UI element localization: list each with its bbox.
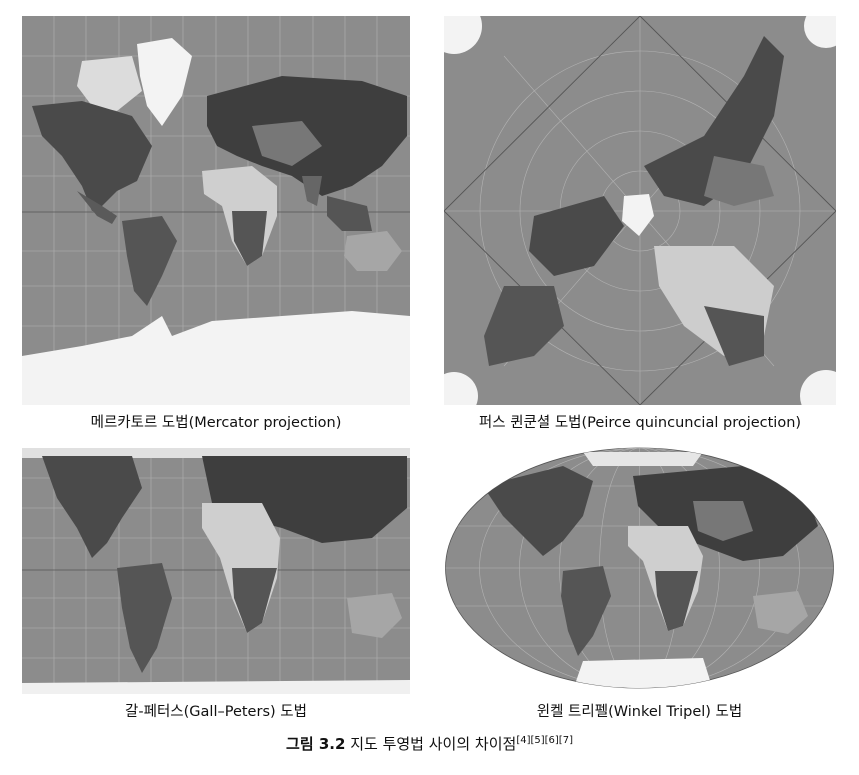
gall-peters-caption: 갈-페터스(Gall–Peters) 도법 [125, 704, 307, 720]
mercator-map-image [22, 16, 410, 405]
peirce-map [444, 16, 836, 405]
winkel-map-image [445, 447, 834, 689]
figure-label: 그림 3.2 [286, 735, 346, 753]
winkel-map [443, 446, 836, 690]
mercator-caption: 메르카토르 도법(Mercator projection) [90, 415, 342, 431]
peirce-caption: 퍼스 퀸쿤셜 도법(Peirce quincuncial projection) [478, 415, 802, 431]
figure-refs[interactable]: [4][5][6][7] [516, 735, 573, 746]
figure-caption: 그림 3.2 지도 투영법 사이의 차이점[4][5][6][7] [0, 733, 859, 754]
winkel-caption: 윈켈 트리펠(Winkel Tripel) 도법 [536, 704, 743, 720]
gall-peters-map [22, 448, 410, 694]
figure-text: 지도 투영법 사이의 차이점 [350, 735, 517, 753]
peirce-map-image [444, 16, 836, 405]
gall-peters-map-image [22, 448, 410, 694]
mercator-map [22, 16, 410, 405]
